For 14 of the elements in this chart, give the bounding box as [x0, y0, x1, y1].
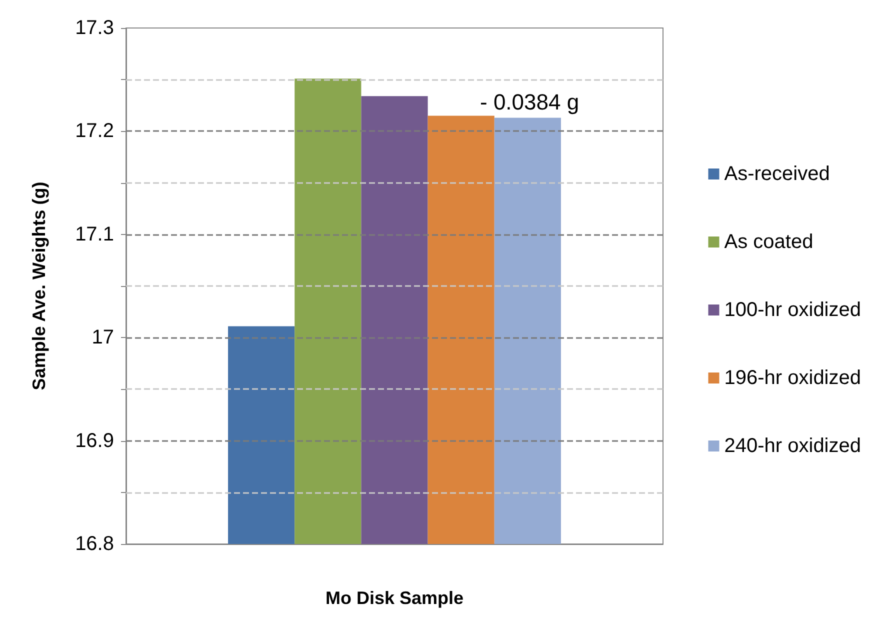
legend-label: 196-hr oxidized: [724, 367, 861, 389]
x-axis-title: Mo Disk Sample: [325, 588, 464, 608]
legend-label: As coated: [724, 231, 814, 253]
y-tick-label: 17.1: [75, 223, 114, 246]
legend-label: 100-hr oxidized: [724, 299, 861, 321]
y-tick-label: 17: [92, 326, 114, 349]
y-tick-label: 17.3: [75, 17, 114, 39]
legend-label: As-received: [724, 163, 830, 185]
y-tick-label: 16.8: [75, 533, 114, 555]
y-axis-title: Sample Ave. Weights (g): [29, 182, 49, 390]
legend-label: 240-hr oxidized: [724, 435, 861, 457]
y-tick-label: 17.2: [75, 120, 114, 142]
annotation: - 0.0384 g: [480, 90, 580, 114]
y-tick-label: 16.9: [75, 430, 114, 452]
